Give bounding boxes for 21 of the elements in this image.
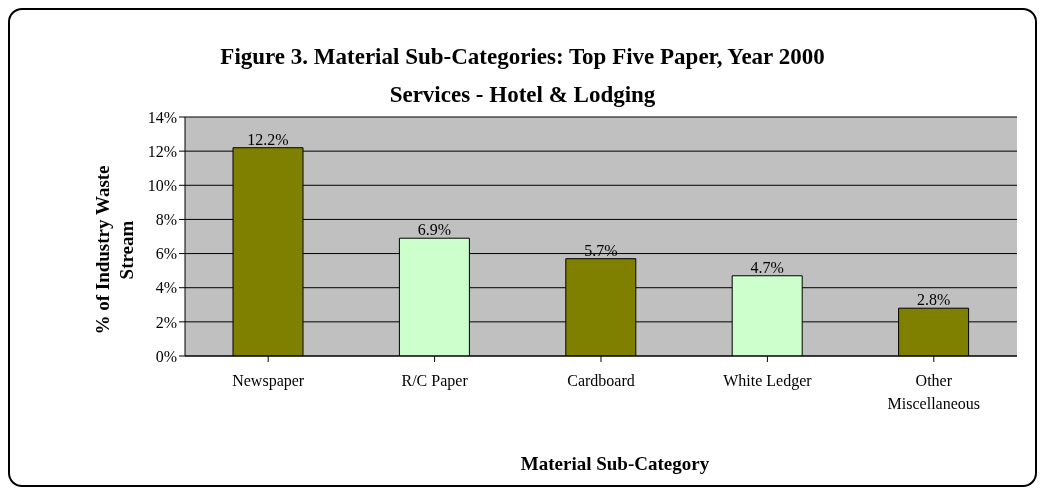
x-tick-label: Newspaper (232, 372, 305, 390)
chart-title: Figure 3. Material Sub-Categories: Top Five Paper, Year 2000 (219, 43, 826, 71)
data-label: 6.9% (417, 221, 452, 239)
y-tick-label: 4% (155, 279, 177, 297)
y-tick-label: 12% (147, 142, 177, 160)
x-tick-label: Other Miscellaneous (887, 372, 981, 412)
y-tick-label: 6% (155, 245, 177, 263)
y-tick-label: 10% (147, 176, 177, 194)
chart-subtitle: Services - Hotel & Lodging (389, 82, 656, 107)
x-tick-label: R/C Paper (401, 372, 469, 390)
y-tick-label: 14% (147, 108, 177, 126)
x-tick-label: Cardboard (567, 372, 635, 389)
y-tick-label: 8% (155, 211, 177, 229)
y-axis-title: % of Industry Waste Stream (91, 164, 138, 337)
x-axis-title: Material Sub-Category (519, 453, 711, 475)
x-tick-label: White Ledger (723, 372, 813, 390)
y-tick-label: 0% (155, 347, 177, 365)
data-label: 2.8% (916, 291, 951, 309)
data-label: 12.2% (247, 130, 289, 148)
y-tick-label: 2% (155, 313, 177, 331)
data-label: 4.7% (750, 258, 784, 276)
